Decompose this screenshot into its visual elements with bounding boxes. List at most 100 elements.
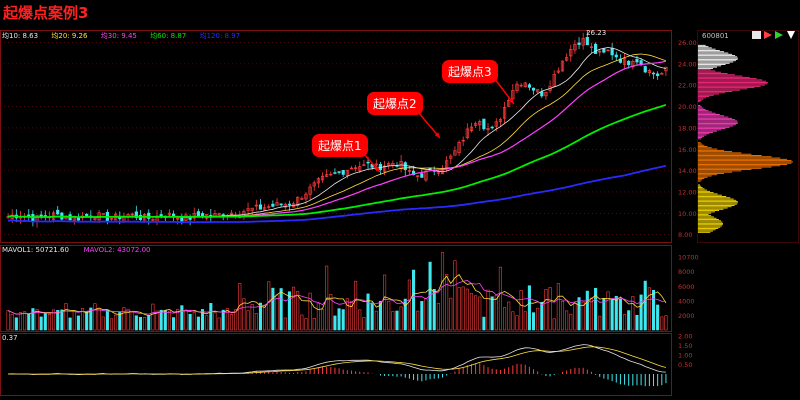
annotation-3: 起爆点3 xyxy=(442,60,498,83)
volume-bar xyxy=(424,297,428,331)
volume-bar xyxy=(76,315,80,331)
candle-body xyxy=(627,60,631,66)
candle-body xyxy=(374,163,378,166)
profile-bar xyxy=(698,169,752,171)
volume-bar xyxy=(639,294,643,331)
profile-bar xyxy=(698,90,733,92)
candle-body xyxy=(523,82,527,87)
profile-bar xyxy=(698,76,750,78)
profile-bar xyxy=(698,179,703,181)
profile-bar xyxy=(698,152,742,154)
candle-body xyxy=(93,218,97,220)
candle-body xyxy=(453,150,457,156)
dropdown-icon[interactable] xyxy=(787,31,795,39)
profile-bar xyxy=(698,83,768,85)
profile-bar xyxy=(698,148,718,150)
window-icon[interactable] xyxy=(752,31,761,39)
profile-bar xyxy=(698,117,733,119)
profile-bar xyxy=(698,62,730,64)
candle-body xyxy=(308,186,312,195)
profile-bar xyxy=(698,84,765,86)
profile-bar xyxy=(698,47,712,49)
profile-bar xyxy=(698,230,713,232)
candle-body xyxy=(498,119,503,122)
flag-green-icon[interactable] xyxy=(775,31,783,39)
candle-body xyxy=(325,174,329,177)
volume-bar xyxy=(10,313,14,331)
candle-body xyxy=(416,175,420,178)
volume-bar xyxy=(130,312,134,331)
candle-body xyxy=(271,203,275,207)
volume-bar xyxy=(647,287,651,331)
volume-bar xyxy=(93,303,97,331)
profile-bar xyxy=(698,134,707,136)
profile-bar xyxy=(698,162,792,164)
profile-bar xyxy=(698,201,738,203)
candle-body xyxy=(287,203,292,206)
candle-body xyxy=(631,61,635,68)
ma60-line xyxy=(7,103,667,219)
candle-body xyxy=(349,167,354,170)
legend-item: 0.37 xyxy=(2,334,18,342)
profile-bar xyxy=(698,44,706,46)
profile-bar xyxy=(698,153,752,155)
volume-bar xyxy=(623,314,627,331)
candle-body xyxy=(76,217,80,221)
candle-body xyxy=(387,163,391,166)
price-tick-label: 16.00 xyxy=(678,146,697,154)
volume-bar xyxy=(337,308,341,331)
volume-bar xyxy=(126,308,130,331)
volume-bar xyxy=(56,310,60,331)
volume-tick-label: 2000 xyxy=(678,312,695,320)
volume-bar xyxy=(292,286,296,331)
profile-bar xyxy=(698,101,701,103)
candle-body xyxy=(474,123,478,126)
volume-bar xyxy=(374,310,378,331)
price-panel-frame xyxy=(0,30,672,243)
annotation-arrow xyxy=(417,111,441,139)
candle-body xyxy=(229,212,234,215)
candle-body xyxy=(457,142,461,154)
profile-bar xyxy=(698,69,711,71)
profile-bar xyxy=(698,175,712,177)
candle-body xyxy=(494,121,498,127)
volume-bar xyxy=(503,307,507,331)
candle-body xyxy=(651,72,656,75)
profile-bar xyxy=(698,158,788,160)
profile-bar xyxy=(698,74,735,76)
profile-bar xyxy=(698,121,738,123)
candle-body xyxy=(502,106,507,119)
macd-panel-frame xyxy=(0,333,672,396)
price-tick-label: 24.00 xyxy=(678,60,697,68)
volume-bar xyxy=(47,314,51,331)
macd-lines: 0.501.00 1.502.00 xyxy=(8,333,692,376)
candle-body xyxy=(196,211,200,216)
candle-body xyxy=(606,49,610,52)
volume-profile xyxy=(698,44,793,233)
candle-body xyxy=(254,204,258,207)
candle-body xyxy=(556,70,560,73)
volume-bar xyxy=(6,310,10,331)
volume-bar xyxy=(312,317,316,331)
candle-body xyxy=(560,60,565,72)
volume-bar xyxy=(436,302,440,331)
profile-bar xyxy=(698,210,720,212)
candle-body xyxy=(263,207,267,211)
volume-bar xyxy=(105,310,109,331)
volume-bar xyxy=(316,303,320,331)
candle-body xyxy=(296,196,300,206)
candle-body xyxy=(643,66,647,73)
volume-legend: MAVOL1: 50721.60 MAVOL2: 43072.00 xyxy=(2,246,151,254)
volume-bar xyxy=(643,280,647,331)
volume-bar xyxy=(320,309,325,331)
volume-bar xyxy=(552,318,556,331)
profile-bar xyxy=(698,171,733,173)
candle-body xyxy=(217,213,221,215)
profile-bar xyxy=(698,211,715,213)
profile-bar xyxy=(698,188,705,190)
flag-icon[interactable] xyxy=(764,31,772,39)
volume-bar xyxy=(35,309,39,331)
candle-body xyxy=(337,171,341,173)
candle-body xyxy=(275,202,279,206)
volume-tick-label: 6000 xyxy=(678,283,695,291)
